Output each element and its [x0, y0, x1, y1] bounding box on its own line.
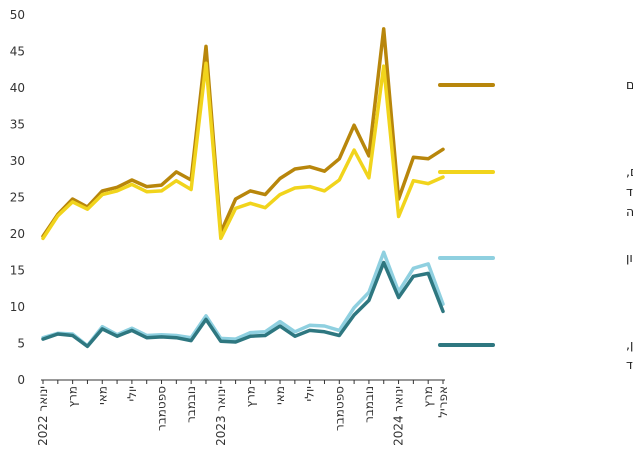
- x-tick-label: מאי: [273, 386, 287, 405]
- series-line-3: [41, 260, 445, 349]
- y-tick-label: 30: [10, 154, 25, 168]
- y-tick-label: 45: [10, 45, 25, 59]
- x-tick-label: ינואר 2023: [214, 386, 228, 446]
- x-axis: ינואר 2022 מרץ מאי יולי ספטמבר נובמבר ינואר 20…: [36, 379, 450, 446]
- x-tick-label: יולי: [303, 386, 317, 401]
- x-tick-label: מאי: [95, 386, 109, 405]
- legend-label: מתוקנן לעלייה במדד: [626, 357, 633, 372]
- legend-label: משרדים אזרחיים: [626, 77, 633, 92]
- y-tick-label: 5: [17, 337, 25, 351]
- series-layer: [41, 27, 445, 349]
- y-tick-label: 15: [10, 264, 25, 278]
- y-tick-label: 35: [10, 118, 25, 132]
- series-line-0: [41, 27, 445, 238]
- y-tick-label: 20: [10, 227, 25, 241]
- x-tick-label: נובמבר: [362, 386, 376, 423]
- x-tick-label: ינואר 2024: [392, 386, 406, 446]
- y-axis: 0 5 10 15 20 25 30 35 40 45 50: [10, 8, 25, 387]
- y-tick-label: 40: [10, 81, 25, 95]
- legend-label: משרדים אזרחיים,: [626, 164, 633, 179]
- legend-label: מערכת הביטחון: [626, 250, 633, 265]
- x-tick-label: אפריל: [436, 386, 450, 418]
- series-line-1: [41, 61, 445, 241]
- y-tick-label: 10: [10, 300, 25, 314]
- x-tick-label: נובמבר: [184, 386, 198, 423]
- x-tick-label: יולי: [125, 386, 139, 401]
- legend-label: מתוקנן לעלייה במדד: [626, 184, 633, 199]
- x-tick-label: ספטמבר: [155, 386, 169, 431]
- x-tick-label: מרץ: [421, 386, 435, 407]
- y-tick-label: 50: [10, 8, 25, 22]
- x-tick-label: מרץ: [243, 386, 257, 407]
- legend: משרדים אזרחיים משרדים אזרחיים, מתוקנן לעלי…: [438, 77, 633, 372]
- y-tick-label: 0: [17, 373, 25, 387]
- y-tick-label: 25: [10, 191, 25, 205]
- x-tick-label: מרץ: [66, 386, 80, 407]
- legend-label: ולגידול באוכלוסייה: [626, 204, 633, 219]
- x-tick-label: ינואר 2022: [36, 386, 50, 446]
- x-tick-label: ספטמבר: [332, 386, 346, 431]
- legend-label: מערכת הביטחון,: [626, 337, 633, 352]
